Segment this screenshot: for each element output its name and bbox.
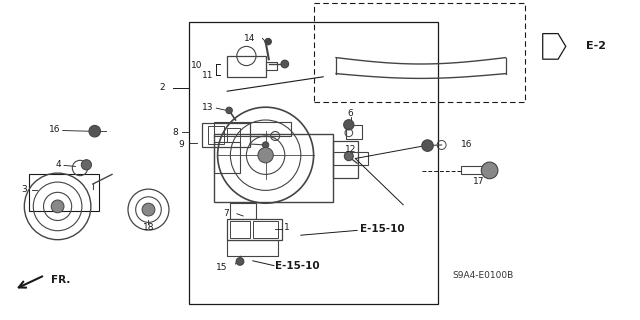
Text: 3: 3 [22, 185, 28, 194]
Text: S9A4-E0100B: S9A4-E0100B [452, 271, 514, 280]
Text: E-15-10: E-15-10 [275, 260, 320, 271]
Polygon shape [543, 34, 566, 59]
Bar [214, 122, 291, 136]
Bar [29, 174, 99, 211]
Circle shape [226, 107, 232, 114]
Bar [227, 240, 278, 256]
Bar [202, 123, 250, 147]
Text: 4: 4 [55, 160, 61, 169]
Circle shape [265, 38, 271, 45]
Bar [227, 219, 282, 240]
Text: 18: 18 [143, 223, 154, 232]
Circle shape [262, 142, 269, 148]
Bar [230, 221, 250, 238]
Bar [230, 203, 256, 219]
Bar [346, 125, 362, 139]
Text: 12: 12 [345, 145, 356, 154]
Text: 2: 2 [159, 84, 164, 92]
Bar [214, 134, 333, 202]
Bar [189, 22, 438, 304]
Bar [253, 221, 278, 238]
Bar [208, 126, 224, 144]
Text: 13: 13 [202, 103, 214, 112]
Text: E-2: E-2 [586, 41, 605, 52]
Bar [227, 128, 240, 142]
Circle shape [89, 125, 100, 137]
Bar [227, 56, 266, 77]
Circle shape [281, 60, 289, 68]
Text: 11: 11 [202, 71, 213, 80]
Text: 15: 15 [216, 263, 227, 272]
Circle shape [236, 258, 244, 265]
Text: 10: 10 [191, 61, 203, 70]
Bar [333, 152, 368, 165]
Circle shape [344, 152, 353, 161]
Text: 6: 6 [348, 109, 353, 118]
Text: 7: 7 [223, 209, 229, 218]
Text: 16: 16 [461, 140, 473, 149]
Bar [333, 141, 358, 178]
Text: 8: 8 [172, 128, 178, 137]
Circle shape [481, 162, 498, 179]
Circle shape [344, 120, 354, 130]
Bar [266, 62, 277, 70]
Circle shape [422, 140, 433, 151]
Bar [314, 3, 525, 102]
Circle shape [81, 160, 92, 170]
Text: E-15-10: E-15-10 [360, 224, 404, 234]
Text: 16: 16 [49, 125, 61, 134]
Circle shape [142, 203, 155, 216]
Circle shape [258, 148, 273, 163]
Text: 1: 1 [284, 223, 289, 232]
Bar [461, 166, 490, 174]
Text: 9: 9 [178, 140, 184, 149]
Bar [214, 142, 240, 173]
Text: 14: 14 [244, 34, 255, 43]
Text: FR.: FR. [51, 275, 70, 285]
Circle shape [51, 200, 64, 213]
Text: 17: 17 [473, 177, 484, 186]
